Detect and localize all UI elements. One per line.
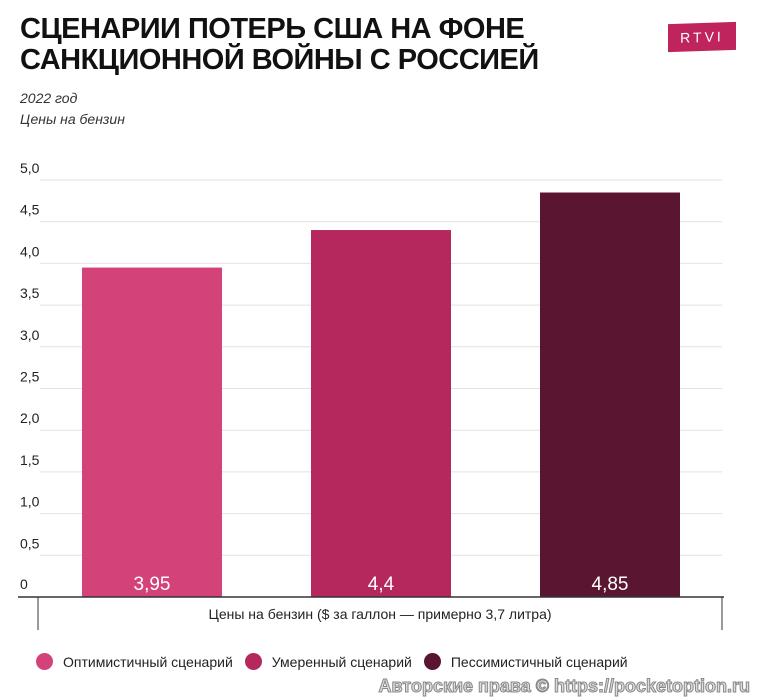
- title-line-1: СЦЕНАРИИ ПОТЕРЬ США НА ФОНЕ: [20, 13, 525, 45]
- chart-title: СЦЕНАРИИ ПОТЕРЬ США НА ФОНЕ САНКЦИОННОЙ …: [20, 14, 539, 76]
- legend-label: Оптимистичный сценарий: [63, 653, 233, 670]
- legend-item: Пессимистичный сценарий: [423, 653, 628, 670]
- title-line-2: САНКЦИОННОЙ ВОЙНЫ С РОССИЕЙ: [20, 44, 539, 76]
- y-tick-label: 1,5: [20, 452, 40, 468]
- y-tick-label: 0: [20, 576, 28, 592]
- y-tick-label: 2,5: [20, 369, 40, 385]
- bar-3: [540, 192, 680, 597]
- legend-item: Умеренный сценарий: [244, 653, 412, 670]
- y-tick-label: 1,0: [20, 494, 40, 510]
- legend-item: Оптимистичный сценарий: [36, 653, 233, 670]
- subtitle-metric: Цены на бензин: [20, 111, 125, 127]
- bar-2: [311, 230, 451, 598]
- bar-value-label: 4,4: [368, 574, 395, 595]
- x-axis-label: Цены на бензин ($ за галлон — примерно 3…: [208, 606, 551, 622]
- y-tick-label: 3,5: [20, 285, 40, 301]
- legend: Оптимистичный сценарий Умеренный сценарий…: [36, 653, 640, 670]
- bar-value-label: 4,85: [592, 574, 629, 595]
- bar-1: [82, 267, 222, 597]
- legend-label: Умеренный сценарий: [271, 653, 412, 670]
- bar-value-label: 3,95: [134, 574, 171, 595]
- y-tick-label: 5,0: [20, 160, 40, 176]
- y-tick-label: 2,0: [20, 410, 40, 426]
- legend-swatch: [36, 653, 53, 670]
- y-tick-label: 0,5: [20, 535, 40, 551]
- watermark: Авторские права © https://pocketoption.r…: [378, 676, 750, 697]
- legend-swatch: [423, 653, 441, 670]
- legend-label: Пессимистичный сценарий: [450, 653, 628, 670]
- y-tick-label: 3,0: [20, 327, 40, 343]
- y-tick-label: 4,5: [20, 202, 40, 218]
- subtitle-year: 2022 год: [20, 90, 78, 106]
- legend-swatch: [244, 653, 262, 670]
- y-tick-label: 4,0: [20, 243, 40, 259]
